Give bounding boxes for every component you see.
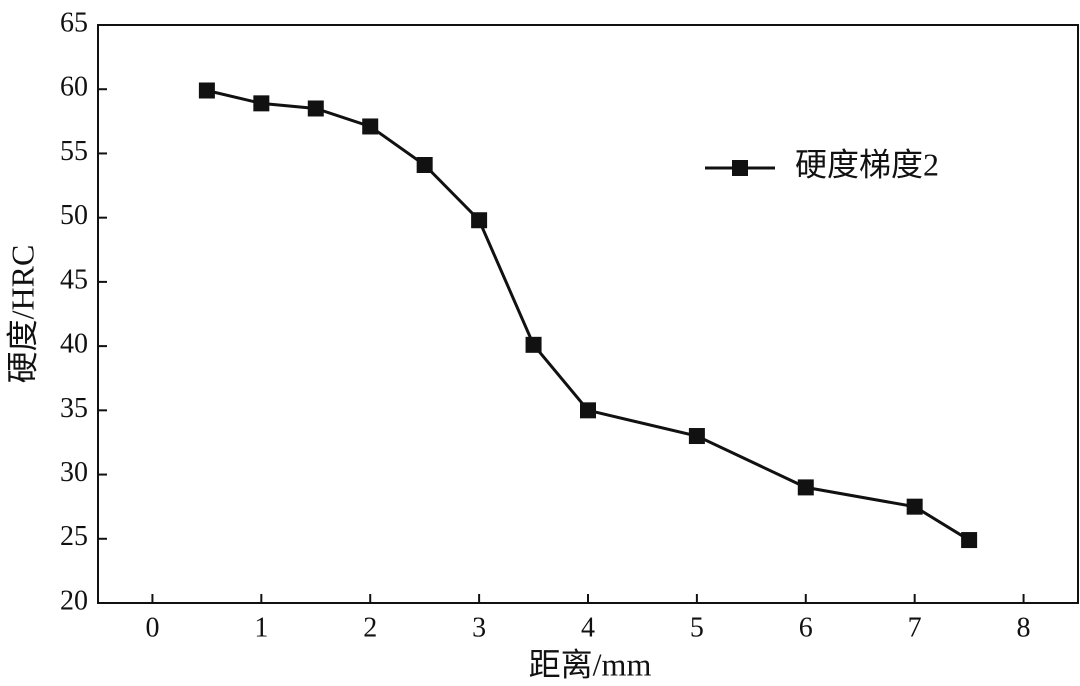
y-tick-label: 65 — [60, 7, 88, 38]
data-marker — [307, 100, 324, 117]
x-tick-label: 5 — [690, 612, 704, 643]
x-tick-label: 4 — [581, 612, 595, 643]
y-tick-label: 45 — [60, 264, 88, 295]
y-tick-label: 55 — [60, 136, 88, 167]
data-marker — [471, 212, 488, 229]
x-tick-label: 1 — [254, 612, 268, 643]
data-line — [206, 89, 970, 542]
x-tick-label: 8 — [1017, 612, 1031, 643]
x-tick-label: 7 — [908, 612, 922, 643]
data-marker — [797, 479, 814, 496]
y-tick-label: 20 — [60, 585, 88, 616]
data-marker — [525, 336, 542, 353]
x-tick-label: 2 — [363, 612, 377, 643]
data-marker — [198, 82, 215, 99]
legend-marker — [732, 160, 748, 176]
x-tick-label: 6 — [799, 612, 813, 643]
legend-label: 硬度梯度2 — [795, 146, 939, 182]
y-tick-label: 25 — [60, 521, 88, 552]
data-marker — [253, 95, 270, 112]
y-axis-label: 硬度/HRC — [4, 245, 40, 384]
data-marker — [906, 498, 923, 515]
data-marker — [362, 118, 379, 135]
x-axis-label: 距离/mm — [529, 646, 652, 682]
data-marker — [688, 428, 705, 445]
y-tick-label: 30 — [60, 457, 88, 488]
y-tick-label: 60 — [60, 72, 88, 103]
y-tick-label: 50 — [60, 200, 88, 231]
data-marker — [961, 532, 978, 549]
data-marker — [580, 402, 596, 419]
x-tick-label: 0 — [145, 612, 159, 643]
x-tick-label: 3 — [472, 612, 486, 643]
y-tick-label: 35 — [60, 393, 88, 424]
data-marker — [416, 157, 433, 174]
y-tick-label: 40 — [60, 329, 88, 360]
